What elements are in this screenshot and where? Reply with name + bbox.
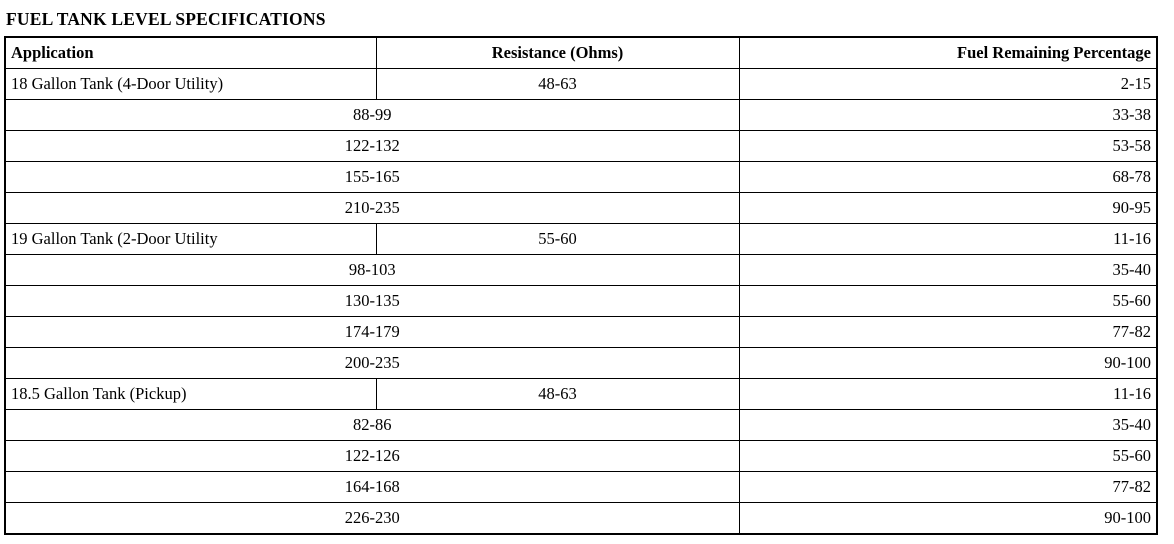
table-row: 130-135 55-60 [4, 285, 1158, 317]
percentage-cell: 53-58 [738, 130, 1158, 162]
table-row: 226-230 90-100 [4, 502, 1158, 535]
resistance-cell-merged: 88-99 [4, 99, 740, 131]
application-cell: 19 Gallon Tank (2-Door Utility [4, 223, 377, 255]
resistance-cell: 48-63 [375, 68, 740, 100]
resistance-cell-merged: 226-230 [4, 502, 740, 535]
resistance-cell-merged: 174-179 [4, 316, 740, 348]
percentage-cell: 55-60 [738, 285, 1158, 317]
percentage-cell: 33-38 [738, 99, 1158, 131]
table-row: 155-165 68-78 [4, 161, 1158, 193]
table-row: 18 Gallon Tank (4-Door Utility) 48-63 2-15 [4, 68, 1158, 100]
table-row: 174-179 77-82 [4, 316, 1158, 348]
resistance-cell: 55-60 [375, 223, 740, 255]
resistance-cell-merged: 155-165 [4, 161, 740, 193]
percentage-cell: 35-40 [738, 409, 1158, 441]
fuel-tank-spec-table: Application Resistance (Ohms) Fuel Remai… [4, 36, 1158, 535]
percentage-cell: 77-82 [738, 316, 1158, 348]
table-row: 200-235 90-100 [4, 347, 1158, 379]
table-row: 98-103 35-40 [4, 254, 1158, 286]
percentage-cell: 68-78 [738, 161, 1158, 193]
percentage-cell: 55-60 [738, 440, 1158, 472]
resistance-cell-merged: 200-235 [4, 347, 740, 379]
percentage-cell: 90-95 [738, 192, 1158, 224]
percentage-cell: 77-82 [738, 471, 1158, 503]
resistance-cell-merged: 130-135 [4, 285, 740, 317]
application-cell: 18.5 Gallon Tank (Pickup) [4, 378, 377, 410]
table-row: 82-86 35-40 [4, 409, 1158, 441]
percentage-cell: 90-100 [738, 502, 1158, 535]
percentage-cell: 11-16 [738, 223, 1158, 255]
resistance-cell-merged: 122-126 [4, 440, 740, 472]
percentage-cell: 90-100 [738, 347, 1158, 379]
page-title: FUEL TANK LEVEL SPECIFICATIONS [6, 9, 326, 29]
resistance-cell-merged: 98-103 [4, 254, 740, 286]
percentage-cell: 35-40 [738, 254, 1158, 286]
table-header: Application Resistance (Ohms) Fuel Remai… [4, 36, 1158, 69]
table-row: 210-235 90-95 [4, 192, 1158, 224]
resistance-cell: 48-63 [375, 378, 740, 410]
resistance-cell-merged: 82-86 [4, 409, 740, 441]
table-header-row: Application Resistance (Ohms) Fuel Remai… [4, 36, 1158, 69]
column-header-resistance: Resistance (Ohms) [375, 36, 740, 69]
table-row: 18.5 Gallon Tank (Pickup) 48-63 11-16 [4, 378, 1158, 410]
resistance-cell-merged: 210-235 [4, 192, 740, 224]
resistance-cell-merged: 164-168 [4, 471, 740, 503]
table-row: 88-99 33-38 [4, 99, 1158, 131]
column-header-percentage: Fuel Remaining Percentage [738, 36, 1158, 69]
application-cell: 18 Gallon Tank (4-Door Utility) [4, 68, 377, 100]
percentage-cell: 2-15 [738, 68, 1158, 100]
table-row: 122-132 53-58 [4, 130, 1158, 162]
percentage-cell: 11-16 [738, 378, 1158, 410]
table-body: 18 Gallon Tank (4-Door Utility) 48-63 2-15… [4, 68, 1158, 535]
table-row: 122-126 55-60 [4, 440, 1158, 472]
column-header-application: Application [4, 36, 377, 69]
resistance-cell-merged: 122-132 [4, 130, 740, 162]
table-row: 164-168 77-82 [4, 471, 1158, 503]
table-row: 19 Gallon Tank (2-Door Utility 55-60 11-16 [4, 223, 1158, 255]
